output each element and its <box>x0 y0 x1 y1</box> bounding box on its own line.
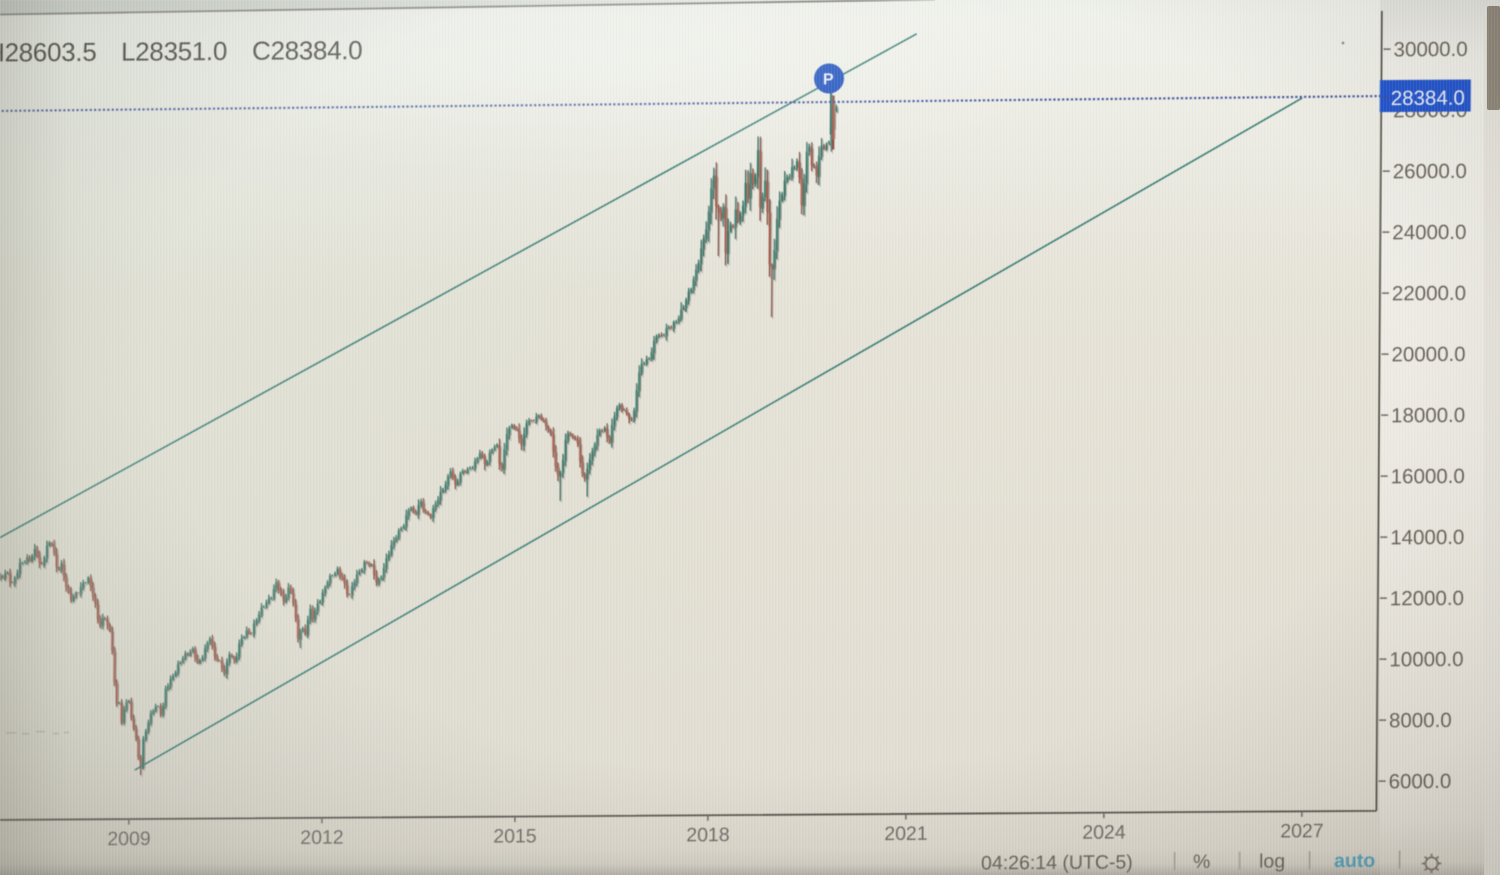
svg-text:8000.0: 8000.0 <box>1389 709 1452 732</box>
svg-text:|: | <box>1397 848 1402 870</box>
svg-text:28384.0: 28384.0 <box>1391 87 1465 110</box>
svg-text:22000.0: 22000.0 <box>1392 282 1466 305</box>
svg-text:H28603.5: H28603.5 <box>0 37 97 68</box>
svg-text:%: % <box>1193 851 1210 873</box>
svg-text:log: log <box>1259 850 1285 872</box>
svg-text:L28351.0: L28351.0 <box>121 36 227 67</box>
svg-text:16000.0: 16000.0 <box>1391 465 1465 488</box>
svg-text:20000.0: 20000.0 <box>1391 343 1465 366</box>
svg-text:P: P <box>823 71 834 88</box>
svg-text:18000.0: 18000.0 <box>1391 404 1465 427</box>
svg-text:12000.0: 12000.0 <box>1390 587 1464 610</box>
svg-text:|: | <box>1237 849 1242 871</box>
svg-text:04:26:14 (UTC-5): 04:26:14 (UTC-5) <box>981 851 1133 874</box>
svg-text:2015: 2015 <box>493 825 537 847</box>
svg-text:2024: 2024 <box>1082 822 1126 844</box>
svg-text:C28384.0: C28384.0 <box>252 35 363 66</box>
svg-text:2009: 2009 <box>107 828 151 850</box>
svg-text:|: | <box>1172 849 1177 871</box>
svg-text:30000.0: 30000.0 <box>1394 38 1468 61</box>
svg-text:6000.0: 6000.0 <box>1389 770 1452 793</box>
svg-text:2018: 2018 <box>686 824 730 846</box>
svg-text:2021: 2021 <box>884 823 928 845</box>
svg-text:26000.0: 26000.0 <box>1393 160 1467 183</box>
svg-text:24000.0: 24000.0 <box>1392 221 1466 244</box>
svg-text:10000.0: 10000.0 <box>1389 648 1463 671</box>
svg-text:|: | <box>1307 848 1312 870</box>
svg-text:14000.0: 14000.0 <box>1390 526 1464 549</box>
svg-text:2012: 2012 <box>300 827 344 849</box>
svg-text:2027: 2027 <box>1280 820 1324 842</box>
svg-text:auto: auto <box>1334 850 1375 872</box>
